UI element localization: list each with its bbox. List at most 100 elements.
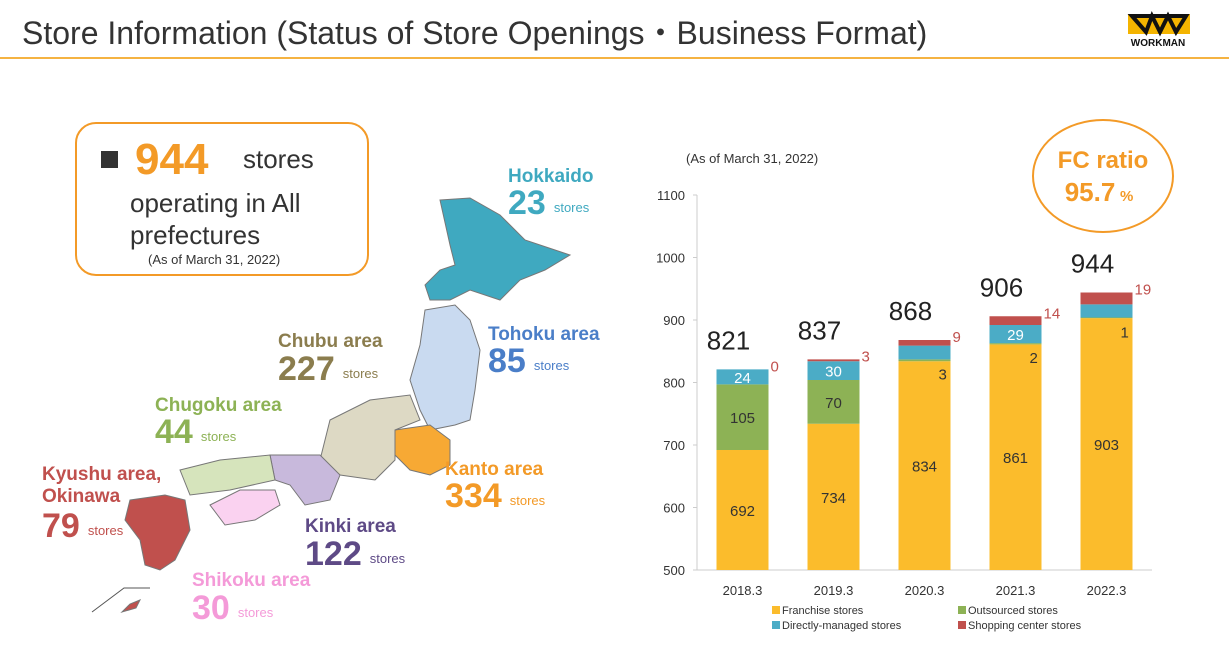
y-tick-label: 1000 bbox=[656, 251, 685, 266]
fc-value: 95.7 bbox=[1065, 177, 1116, 207]
region-count: 122 bbox=[305, 535, 362, 573]
bar-segment bbox=[716, 369, 769, 385]
value-label: 903 bbox=[1094, 437, 1119, 454]
value-label: 22 bbox=[953, 335, 970, 352]
region-name: Okinawa bbox=[42, 486, 121, 507]
fc-badge bbox=[1032, 119, 1174, 233]
value-label: 834 bbox=[912, 459, 937, 476]
bar-segment bbox=[1080, 318, 1133, 570]
region-unit: stores bbox=[370, 551, 406, 566]
fc-label: FC ratio bbox=[1058, 147, 1149, 174]
x-tick-label: 2022.3 bbox=[1087, 583, 1127, 598]
bar-segment bbox=[898, 359, 951, 362]
region-count: 44 bbox=[155, 413, 193, 451]
value-label: 861 bbox=[1003, 450, 1028, 467]
region-unit: stores bbox=[88, 523, 124, 538]
summary-line: operating in All bbox=[130, 188, 301, 218]
region-unit: stores bbox=[201, 429, 237, 444]
legend-swatch bbox=[772, 606, 780, 614]
region-name: Chugoku area bbox=[155, 395, 282, 416]
x-tick-label: 2021.3 bbox=[996, 583, 1036, 598]
bar-segment bbox=[807, 380, 860, 424]
value-label: 692 bbox=[730, 503, 755, 520]
bar-segment bbox=[898, 345, 951, 360]
y-tick-label: 700 bbox=[663, 438, 685, 453]
bar-segment bbox=[898, 361, 951, 570]
x-tick-label: 2018.3 bbox=[723, 583, 763, 598]
value-label: 3 bbox=[862, 348, 870, 365]
y-tick-label: 1100 bbox=[657, 188, 685, 203]
region-name: Kinki area bbox=[305, 516, 396, 537]
legend-label: Shopping center stores bbox=[968, 620, 1082, 632]
total-label: 906 bbox=[980, 272, 1023, 302]
region-count: 79 bbox=[42, 507, 80, 545]
region-name: Kanto area bbox=[445, 459, 544, 480]
map bbox=[91, 197, 572, 614]
region-unit: stores bbox=[343, 366, 379, 381]
summary-count: 944 bbox=[135, 135, 209, 184]
total-label: 944 bbox=[1071, 249, 1114, 279]
y-tick-label: 800 bbox=[663, 376, 685, 391]
bar-segment bbox=[716, 384, 769, 450]
region-count: 23 bbox=[508, 184, 546, 222]
x-tick-label: 2019.3 bbox=[814, 583, 854, 598]
y-tick-label: 900 bbox=[663, 313, 685, 328]
bar-segment bbox=[989, 344, 1042, 570]
value-label: 24 bbox=[734, 370, 751, 387]
bar-segment bbox=[807, 361, 860, 380]
legend-swatch bbox=[958, 606, 966, 614]
bar-segment bbox=[989, 325, 1042, 344]
value-label: 9 bbox=[953, 329, 961, 346]
value-label: 2 bbox=[1030, 350, 1038, 367]
region-name: Hokkaido bbox=[508, 166, 594, 187]
summary-box bbox=[75, 122, 369, 276]
bar-segment bbox=[1080, 304, 1133, 318]
region-unit: stores bbox=[510, 493, 546, 508]
bar-segment bbox=[898, 340, 951, 346]
logo: WORKMAN bbox=[1127, 11, 1190, 49]
bar-segment bbox=[807, 423, 860, 570]
legend-label: Outsourced stores bbox=[968, 605, 1058, 617]
region-name: Kyushu area, bbox=[42, 464, 161, 485]
bar-segment bbox=[989, 316, 1042, 325]
x-tick-label: 2020.3 bbox=[905, 583, 945, 598]
logo-text: WORKMAN bbox=[1131, 38, 1185, 49]
legend-swatch bbox=[772, 621, 780, 629]
chart-subtitle: (As of March 31, 2022) bbox=[686, 151, 818, 166]
region-unit: stores bbox=[534, 358, 570, 373]
value-label: 1 bbox=[1121, 325, 1129, 342]
value-label: 105 bbox=[730, 410, 755, 427]
total-label: 821 bbox=[707, 325, 750, 355]
region-unit: stores bbox=[238, 605, 274, 620]
region-count: 30 bbox=[192, 589, 230, 627]
title: Store Information (Status of Store Openi… bbox=[22, 15, 927, 51]
summary-note: (As of March 31, 2022) bbox=[148, 252, 280, 267]
legend-label: Directly-managed stores bbox=[782, 620, 902, 632]
value-label: 30 bbox=[825, 364, 842, 381]
value-label: 14 bbox=[1044, 305, 1061, 322]
legend-label: Franchise stores bbox=[782, 605, 864, 617]
bar-segment bbox=[807, 359, 860, 362]
bar-segment bbox=[1080, 292, 1133, 305]
summary-unit: stores bbox=[243, 144, 314, 174]
y-tick-label: 600 bbox=[663, 501, 685, 516]
value-label: 3 bbox=[939, 366, 947, 383]
bullet bbox=[101, 151, 118, 168]
y-tick-label: 500 bbox=[663, 563, 685, 578]
region-count: 227 bbox=[278, 350, 335, 388]
region-name: Shikoku area bbox=[192, 570, 311, 591]
bar-segment bbox=[716, 450, 769, 570]
value-label: 19 bbox=[1135, 282, 1152, 299]
fc-unit: % bbox=[1120, 188, 1133, 205]
value-label: 70 bbox=[825, 395, 842, 412]
region-name: Chubu area bbox=[278, 331, 383, 352]
region-unit: stores bbox=[554, 200, 590, 215]
bar-segment bbox=[989, 343, 1042, 345]
region-count: 334 bbox=[445, 477, 502, 515]
region-name: Tohoku area bbox=[488, 324, 600, 345]
bar-segment bbox=[1080, 317, 1133, 319]
legend-swatch bbox=[958, 621, 966, 629]
value-label: 734 bbox=[821, 490, 846, 507]
region-count: 85 bbox=[488, 342, 526, 380]
